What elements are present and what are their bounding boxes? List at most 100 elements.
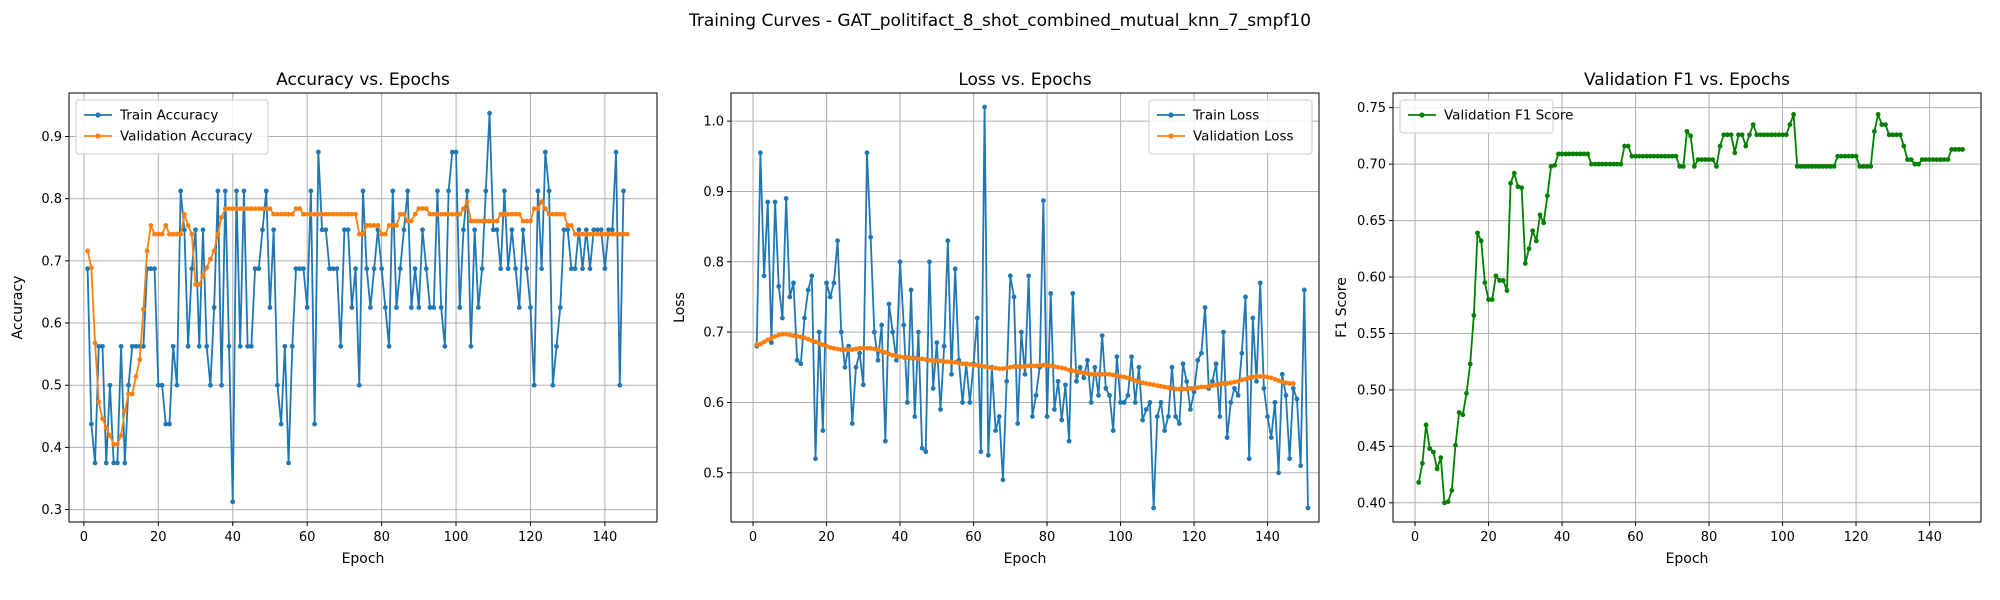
data-point <box>1607 161 1613 167</box>
data-point <box>1537 212 1543 218</box>
data-point <box>945 238 951 244</box>
data-point <box>539 199 545 205</box>
data-point <box>129 391 135 397</box>
data-point <box>1776 132 1782 138</box>
data-point <box>565 227 571 233</box>
data-point <box>1677 163 1683 169</box>
legend-entry-label: Validation Accuracy <box>120 129 253 145</box>
data-point <box>572 231 578 237</box>
data-point <box>1059 417 1065 423</box>
data-point <box>256 266 262 272</box>
data-point <box>286 460 291 466</box>
data-point <box>438 305 444 310</box>
data-point <box>835 238 840 244</box>
x-tick-label: 40 <box>224 530 241 545</box>
data-point <box>1199 350 1204 356</box>
data-point <box>1007 273 1013 279</box>
data-point <box>1919 157 1925 163</box>
data-point <box>394 305 399 310</box>
data-point <box>1780 132 1785 138</box>
data-point <box>897 354 903 360</box>
data-point <box>613 149 619 155</box>
data-point <box>1250 315 1256 321</box>
data-point <box>1695 157 1701 163</box>
data-point <box>1040 198 1046 204</box>
data-point <box>475 218 481 224</box>
data-point <box>1154 414 1160 419</box>
legend-entry-label: Train Accuracy <box>119 108 218 124</box>
data-point <box>237 206 243 212</box>
data-point <box>542 149 548 155</box>
data-point <box>211 305 217 310</box>
data-point <box>215 188 221 194</box>
data-point <box>1849 153 1855 159</box>
data-point <box>871 346 877 352</box>
data-point <box>293 206 299 212</box>
data-point <box>1883 122 1888 128</box>
data-point <box>1680 163 1686 169</box>
data-point <box>963 361 969 367</box>
data-point <box>838 329 844 335</box>
data-point <box>1592 161 1598 167</box>
data-point <box>334 211 340 217</box>
x-tick-label: 140 <box>1917 530 1942 545</box>
data-point <box>364 223 370 228</box>
data-point <box>1268 435 1274 441</box>
data-point <box>1224 381 1230 386</box>
data-point <box>1246 456 1252 462</box>
data-point <box>849 421 855 426</box>
data-point <box>520 218 526 224</box>
data-point <box>386 343 392 349</box>
data-point <box>178 231 184 237</box>
legend-swatch-marker <box>95 112 101 118</box>
data-point <box>397 266 403 272</box>
data-point <box>394 223 399 228</box>
data-point <box>1533 238 1539 244</box>
data-point <box>141 343 146 349</box>
data-point <box>938 407 943 412</box>
data-point <box>230 499 236 505</box>
data-point <box>1544 193 1550 199</box>
data-point <box>1213 382 1219 388</box>
data-point <box>1132 378 1138 384</box>
data-point <box>1026 363 1032 369</box>
data-point <box>468 218 474 224</box>
data-point <box>1831 163 1837 169</box>
y-tick-label: 0.40 <box>1357 496 1386 511</box>
data-point <box>490 227 496 233</box>
data-point <box>1669 153 1675 159</box>
data-point <box>1702 157 1708 163</box>
data-point <box>464 188 470 194</box>
data-point <box>1570 151 1576 157</box>
data-point <box>1301 287 1307 293</box>
data-point <box>1066 438 1072 444</box>
y-tick-label: 0.75 <box>1357 101 1386 116</box>
data-point <box>905 400 910 405</box>
data-point <box>100 416 105 422</box>
data-point <box>282 343 288 349</box>
data-point <box>148 266 154 272</box>
data-point <box>267 206 273 212</box>
data-point <box>974 315 980 321</box>
data-point <box>598 227 604 233</box>
data-point <box>360 188 366 194</box>
data-point <box>996 366 1002 372</box>
data-point <box>824 280 829 286</box>
data-point <box>1493 273 1499 279</box>
x-tick-label: 20 <box>1480 530 1497 545</box>
y-axis-label: F1 Score <box>1334 277 1350 338</box>
data-point <box>427 305 433 310</box>
data-point <box>1611 161 1616 167</box>
data-point <box>260 227 265 233</box>
data-point <box>550 211 556 217</box>
data-point <box>442 211 448 217</box>
data-point <box>1085 371 1090 377</box>
data-point <box>1033 363 1039 369</box>
data-point <box>204 343 210 349</box>
data-point <box>1644 153 1649 159</box>
data-point <box>297 206 303 212</box>
x-tick-label: 140 <box>1255 530 1280 545</box>
data-point <box>967 400 973 405</box>
data-point <box>1180 361 1186 367</box>
data-point <box>860 345 866 351</box>
